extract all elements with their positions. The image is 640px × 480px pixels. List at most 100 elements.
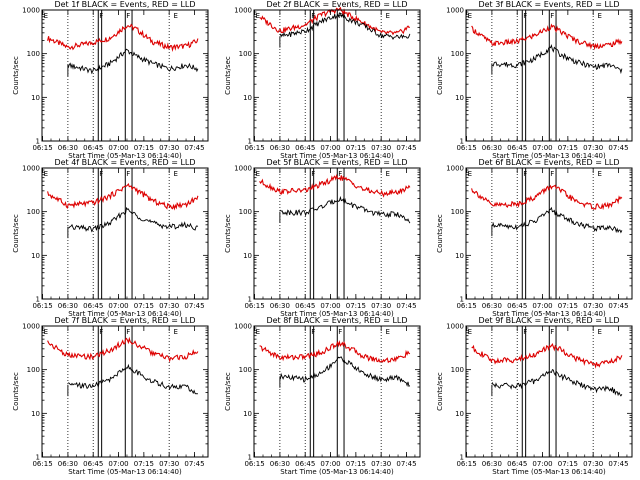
y-tick-label: 10	[455, 410, 464, 418]
events-series-line	[279, 195, 411, 224]
y-axis-label: Counts/sec	[436, 214, 444, 253]
x-tick-label: 06:15	[456, 460, 476, 468]
lld-series-line	[47, 23, 199, 52]
x-tick-label: 07:00	[532, 144, 552, 152]
x-tick-label: 07:00	[532, 460, 552, 468]
x-tick-label: 07:15	[346, 302, 366, 310]
x-tick-label: 07:45	[184, 144, 204, 152]
x-tick-label: 07:15	[134, 302, 154, 310]
x-tick-label: 06:45	[83, 144, 103, 152]
lld-series-line	[47, 183, 199, 211]
flag-label: E	[44, 328, 48, 336]
x-tick-label: 06:15	[244, 302, 264, 310]
flag-label: E	[256, 12, 260, 20]
plot-frame	[253, 325, 421, 458]
x-tick-label: 07:30	[159, 144, 179, 152]
y-tick-label: 100	[239, 50, 252, 58]
y-axis-label: Counts/sec	[224, 56, 232, 95]
y-axis-label: Counts/sec	[436, 56, 444, 95]
x-tick-label: 07:45	[184, 460, 204, 468]
x-tick-label: 07:15	[558, 302, 578, 310]
panel-det-6: Det 6f BLACK = Events, RED = LLD F F E E 1 10 1…	[436, 158, 633, 318]
x-tick-label: 07:00	[320, 302, 340, 310]
x-tick-label: 07:15	[558, 460, 578, 468]
events-series-line	[279, 356, 411, 387]
panel-det-1: Det 1f BLACK = Events, RED = LLD F F E E 1 10 1…	[12, 0, 209, 160]
x-axis-label: Start Time (05-Mar-13 06:14:40)	[68, 152, 182, 160]
y-tick-label: 10	[455, 252, 464, 260]
y-tick-label: 1000	[234, 165, 252, 173]
y-axis-label: Counts/sec	[436, 372, 444, 411]
flag-label: E	[468, 328, 472, 336]
plot-frame	[41, 9, 209, 142]
y-tick-label: 10	[243, 252, 252, 260]
panel-det-2: Det 2f BLACK = Events, RED = LLD F F E E 1 10 1…	[224, 0, 421, 160]
x-tick-label: 07:00	[108, 460, 128, 468]
flag-label: E	[468, 170, 472, 178]
x-tick-label: 06:30	[58, 460, 78, 468]
x-axis-label: Start Time (05-Mar-13 06:14:40)	[492, 152, 606, 160]
x-tick-label: 07:45	[396, 144, 416, 152]
events-series-line	[279, 12, 411, 41]
x-tick-label: 07:45	[608, 302, 628, 310]
y-tick-label: 1	[460, 138, 464, 146]
flag-label: E	[386, 12, 390, 20]
plot-frame	[253, 167, 421, 300]
x-axis-label: Start Time (05-Mar-13 06:14:40)	[492, 468, 606, 476]
events-series-line	[491, 368, 623, 397]
flag-label: E	[598, 12, 602, 20]
y-tick-label: 100	[27, 366, 40, 374]
y-tick-label: 1000	[22, 323, 40, 331]
x-tick-label: 06:15	[456, 144, 476, 152]
panel-title: Det 7f BLACK = Events, RED = LLD	[54, 316, 195, 325]
flag-label: F	[99, 12, 103, 20]
flag-label: F	[338, 328, 342, 336]
y-axis-label: Counts/sec	[12, 56, 20, 95]
y-tick-label: 1	[460, 454, 464, 462]
lld-series-line	[471, 23, 623, 51]
flag-label: E	[174, 170, 178, 178]
x-tick-label: 07:45	[396, 302, 416, 310]
flag-label: F	[126, 170, 130, 178]
y-tick-label: 100	[451, 50, 464, 58]
panel-title: Det 2f BLACK = Events, RED = LLD	[266, 0, 407, 9]
x-tick-label: 07:00	[320, 144, 340, 152]
lld-series-line	[471, 184, 623, 211]
x-axis-label: Start Time (05-Mar-13 06:14:40)	[280, 468, 394, 476]
x-tick-label: 07:00	[108, 144, 128, 152]
x-tick-label: 06:15	[244, 460, 264, 468]
x-tick-label: 07:00	[108, 302, 128, 310]
y-axis-label: Counts/sec	[224, 214, 232, 253]
x-tick-label: 06:45	[295, 144, 315, 152]
flag-label: E	[386, 328, 390, 336]
x-axis-label: Start Time (05-Mar-13 06:14:40)	[68, 310, 182, 318]
x-tick-label: 07:00	[320, 460, 340, 468]
flag-label: E	[468, 12, 472, 20]
flag-label: F	[126, 328, 130, 336]
x-tick-label: 06:30	[58, 302, 78, 310]
x-tick-label: 07:00	[532, 302, 552, 310]
panel-title: Det 4f BLACK = Events, RED = LLD	[54, 158, 195, 167]
x-axis-label: Start Time (05-Mar-13 06:14:40)	[280, 152, 394, 160]
y-tick-label: 1	[36, 138, 40, 146]
x-tick-label: 07:15	[346, 460, 366, 468]
flag-label: F	[99, 328, 103, 336]
flag-label: F	[311, 12, 315, 20]
flag-label: F	[311, 328, 315, 336]
x-tick-label: 06:45	[83, 302, 103, 310]
x-tick-label: 07:15	[346, 144, 366, 152]
flag-label: E	[598, 328, 602, 336]
x-tick-label: 06:30	[58, 144, 78, 152]
flag-label: E	[256, 328, 260, 336]
panel-title: Det 1f BLACK = Events, RED = LLD	[54, 0, 195, 9]
lld-series-line	[259, 173, 411, 198]
x-tick-label: 06:15	[32, 144, 52, 152]
flag-label: F	[311, 170, 315, 178]
flag-label: E	[44, 12, 48, 20]
panel-title: Det 6f BLACK = Events, RED = LLD	[478, 158, 619, 167]
x-tick-label: 06:45	[507, 460, 527, 468]
plot-frame	[465, 9, 633, 142]
flag-label: F	[523, 12, 527, 20]
y-tick-label: 1	[248, 454, 252, 462]
